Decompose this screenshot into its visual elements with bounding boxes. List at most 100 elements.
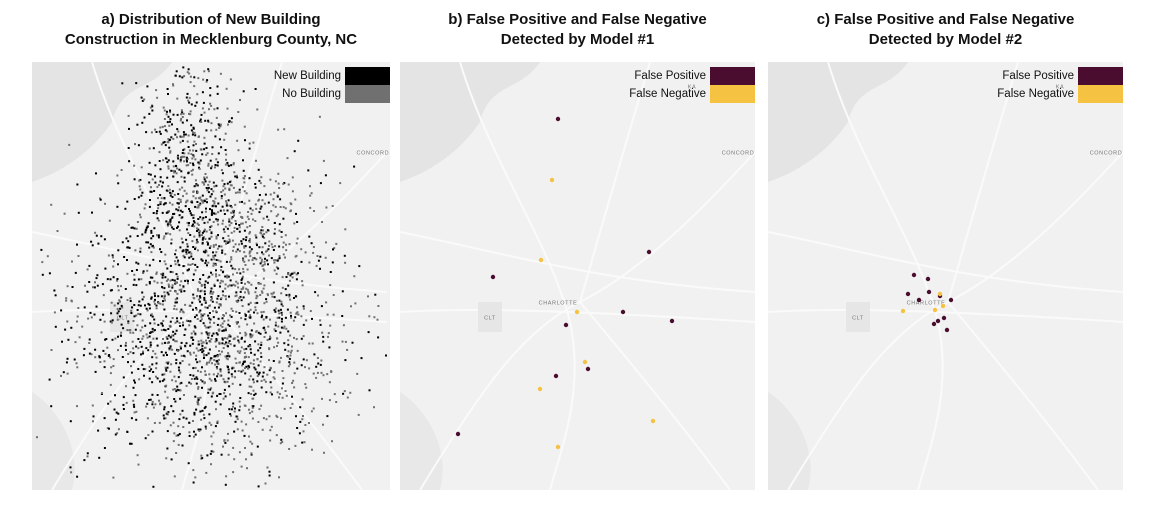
building-dot bbox=[74, 271, 77, 274]
building-dot bbox=[186, 243, 189, 245]
building-dot bbox=[153, 190, 156, 192]
building-dot bbox=[132, 360, 135, 363]
building-dot bbox=[178, 168, 181, 171]
building-dot bbox=[187, 146, 190, 148]
building-dot bbox=[247, 292, 250, 295]
building-dot bbox=[151, 400, 154, 403]
building-dot bbox=[254, 368, 257, 371]
building-dot bbox=[179, 382, 182, 385]
building-dot bbox=[98, 456, 101, 459]
building-dot bbox=[129, 442, 131, 445]
building-dot bbox=[234, 191, 237, 194]
building-dot bbox=[133, 405, 136, 408]
building-dot bbox=[319, 363, 322, 366]
building-dot bbox=[185, 156, 188, 159]
building-dot bbox=[216, 164, 219, 167]
building-dot bbox=[261, 234, 264, 237]
building-dot bbox=[242, 259, 245, 262]
building-dot bbox=[222, 397, 225, 400]
building-dot bbox=[154, 303, 156, 305]
building-dot bbox=[232, 405, 234, 408]
building-dot bbox=[295, 212, 297, 215]
building-dot bbox=[202, 349, 205, 352]
building-dot bbox=[180, 237, 183, 240]
building-dot bbox=[130, 417, 133, 420]
building-dot bbox=[191, 336, 194, 339]
false-positive-dot bbox=[555, 116, 561, 122]
building-dot bbox=[153, 292, 156, 295]
building-dot bbox=[311, 448, 313, 451]
building-dot bbox=[125, 237, 128, 240]
building-dot bbox=[193, 235, 196, 238]
building-dot bbox=[114, 418, 117, 421]
building-dot bbox=[50, 203, 53, 206]
building-dot bbox=[224, 395, 227, 398]
building-dot bbox=[60, 374, 62, 377]
building-dot bbox=[238, 268, 241, 271]
building-dot bbox=[221, 338, 224, 341]
building-dot bbox=[198, 166, 200, 169]
building-dot bbox=[293, 386, 296, 389]
building-dot bbox=[107, 254, 110, 257]
panel-title: Detected by Model #2 bbox=[869, 31, 1022, 48]
building-dot bbox=[194, 316, 196, 319]
building-dot bbox=[62, 371, 65, 374]
building-dot bbox=[41, 273, 44, 276]
building-dot bbox=[293, 222, 296, 225]
building-dot bbox=[215, 184, 218, 187]
building-dot bbox=[321, 331, 324, 334]
building-dot bbox=[316, 371, 319, 374]
building-dot bbox=[225, 200, 227, 203]
building-dot bbox=[265, 300, 268, 303]
building-dot bbox=[139, 304, 142, 307]
building-dot bbox=[102, 294, 105, 297]
building-dot bbox=[181, 121, 184, 124]
building-dot bbox=[95, 305, 98, 308]
building-dot bbox=[257, 421, 260, 423]
building-dot bbox=[137, 463, 140, 466]
building-dot bbox=[241, 364, 244, 367]
building-dot bbox=[135, 227, 138, 230]
building-dot bbox=[221, 280, 224, 283]
building-dot bbox=[329, 324, 332, 327]
building-dot bbox=[197, 340, 200, 343]
building-dot bbox=[240, 240, 243, 243]
building-dot bbox=[302, 307, 305, 310]
building-dot bbox=[171, 226, 174, 229]
building-dot bbox=[270, 292, 273, 295]
building-dot bbox=[212, 431, 215, 434]
building-dot bbox=[199, 196, 202, 199]
building-dot bbox=[317, 294, 319, 297]
building-dot bbox=[243, 348, 246, 351]
building-dot bbox=[155, 89, 158, 92]
building-dot bbox=[195, 183, 198, 186]
building-dot bbox=[199, 282, 202, 284]
building-dot bbox=[162, 181, 164, 184]
building-dot bbox=[214, 378, 216, 381]
building-dot bbox=[200, 418, 203, 421]
building-dot bbox=[166, 337, 169, 340]
building-dot bbox=[269, 336, 272, 339]
building-dot bbox=[168, 347, 171, 350]
building-dot bbox=[173, 475, 176, 478]
building-dot bbox=[208, 108, 210, 111]
building-dot bbox=[211, 292, 214, 295]
building-dot bbox=[261, 235, 264, 238]
building-dot bbox=[248, 408, 250, 411]
building-dot bbox=[278, 187, 281, 189]
building-dot bbox=[322, 159, 325, 162]
building-dot bbox=[177, 202, 180, 205]
building-dot bbox=[116, 432, 119, 435]
building-dot bbox=[130, 312, 133, 314]
building-dot bbox=[226, 274, 229, 277]
building-dot bbox=[259, 282, 262, 285]
building-dot bbox=[86, 290, 89, 293]
building-dot bbox=[124, 344, 127, 347]
building-dot bbox=[151, 381, 154, 384]
building-dot bbox=[282, 246, 285, 249]
building-dot bbox=[149, 398, 152, 401]
building-dot bbox=[171, 196, 174, 198]
terrain bbox=[768, 392, 811, 490]
building-dot bbox=[309, 206, 312, 209]
building-dot bbox=[309, 194, 312, 197]
